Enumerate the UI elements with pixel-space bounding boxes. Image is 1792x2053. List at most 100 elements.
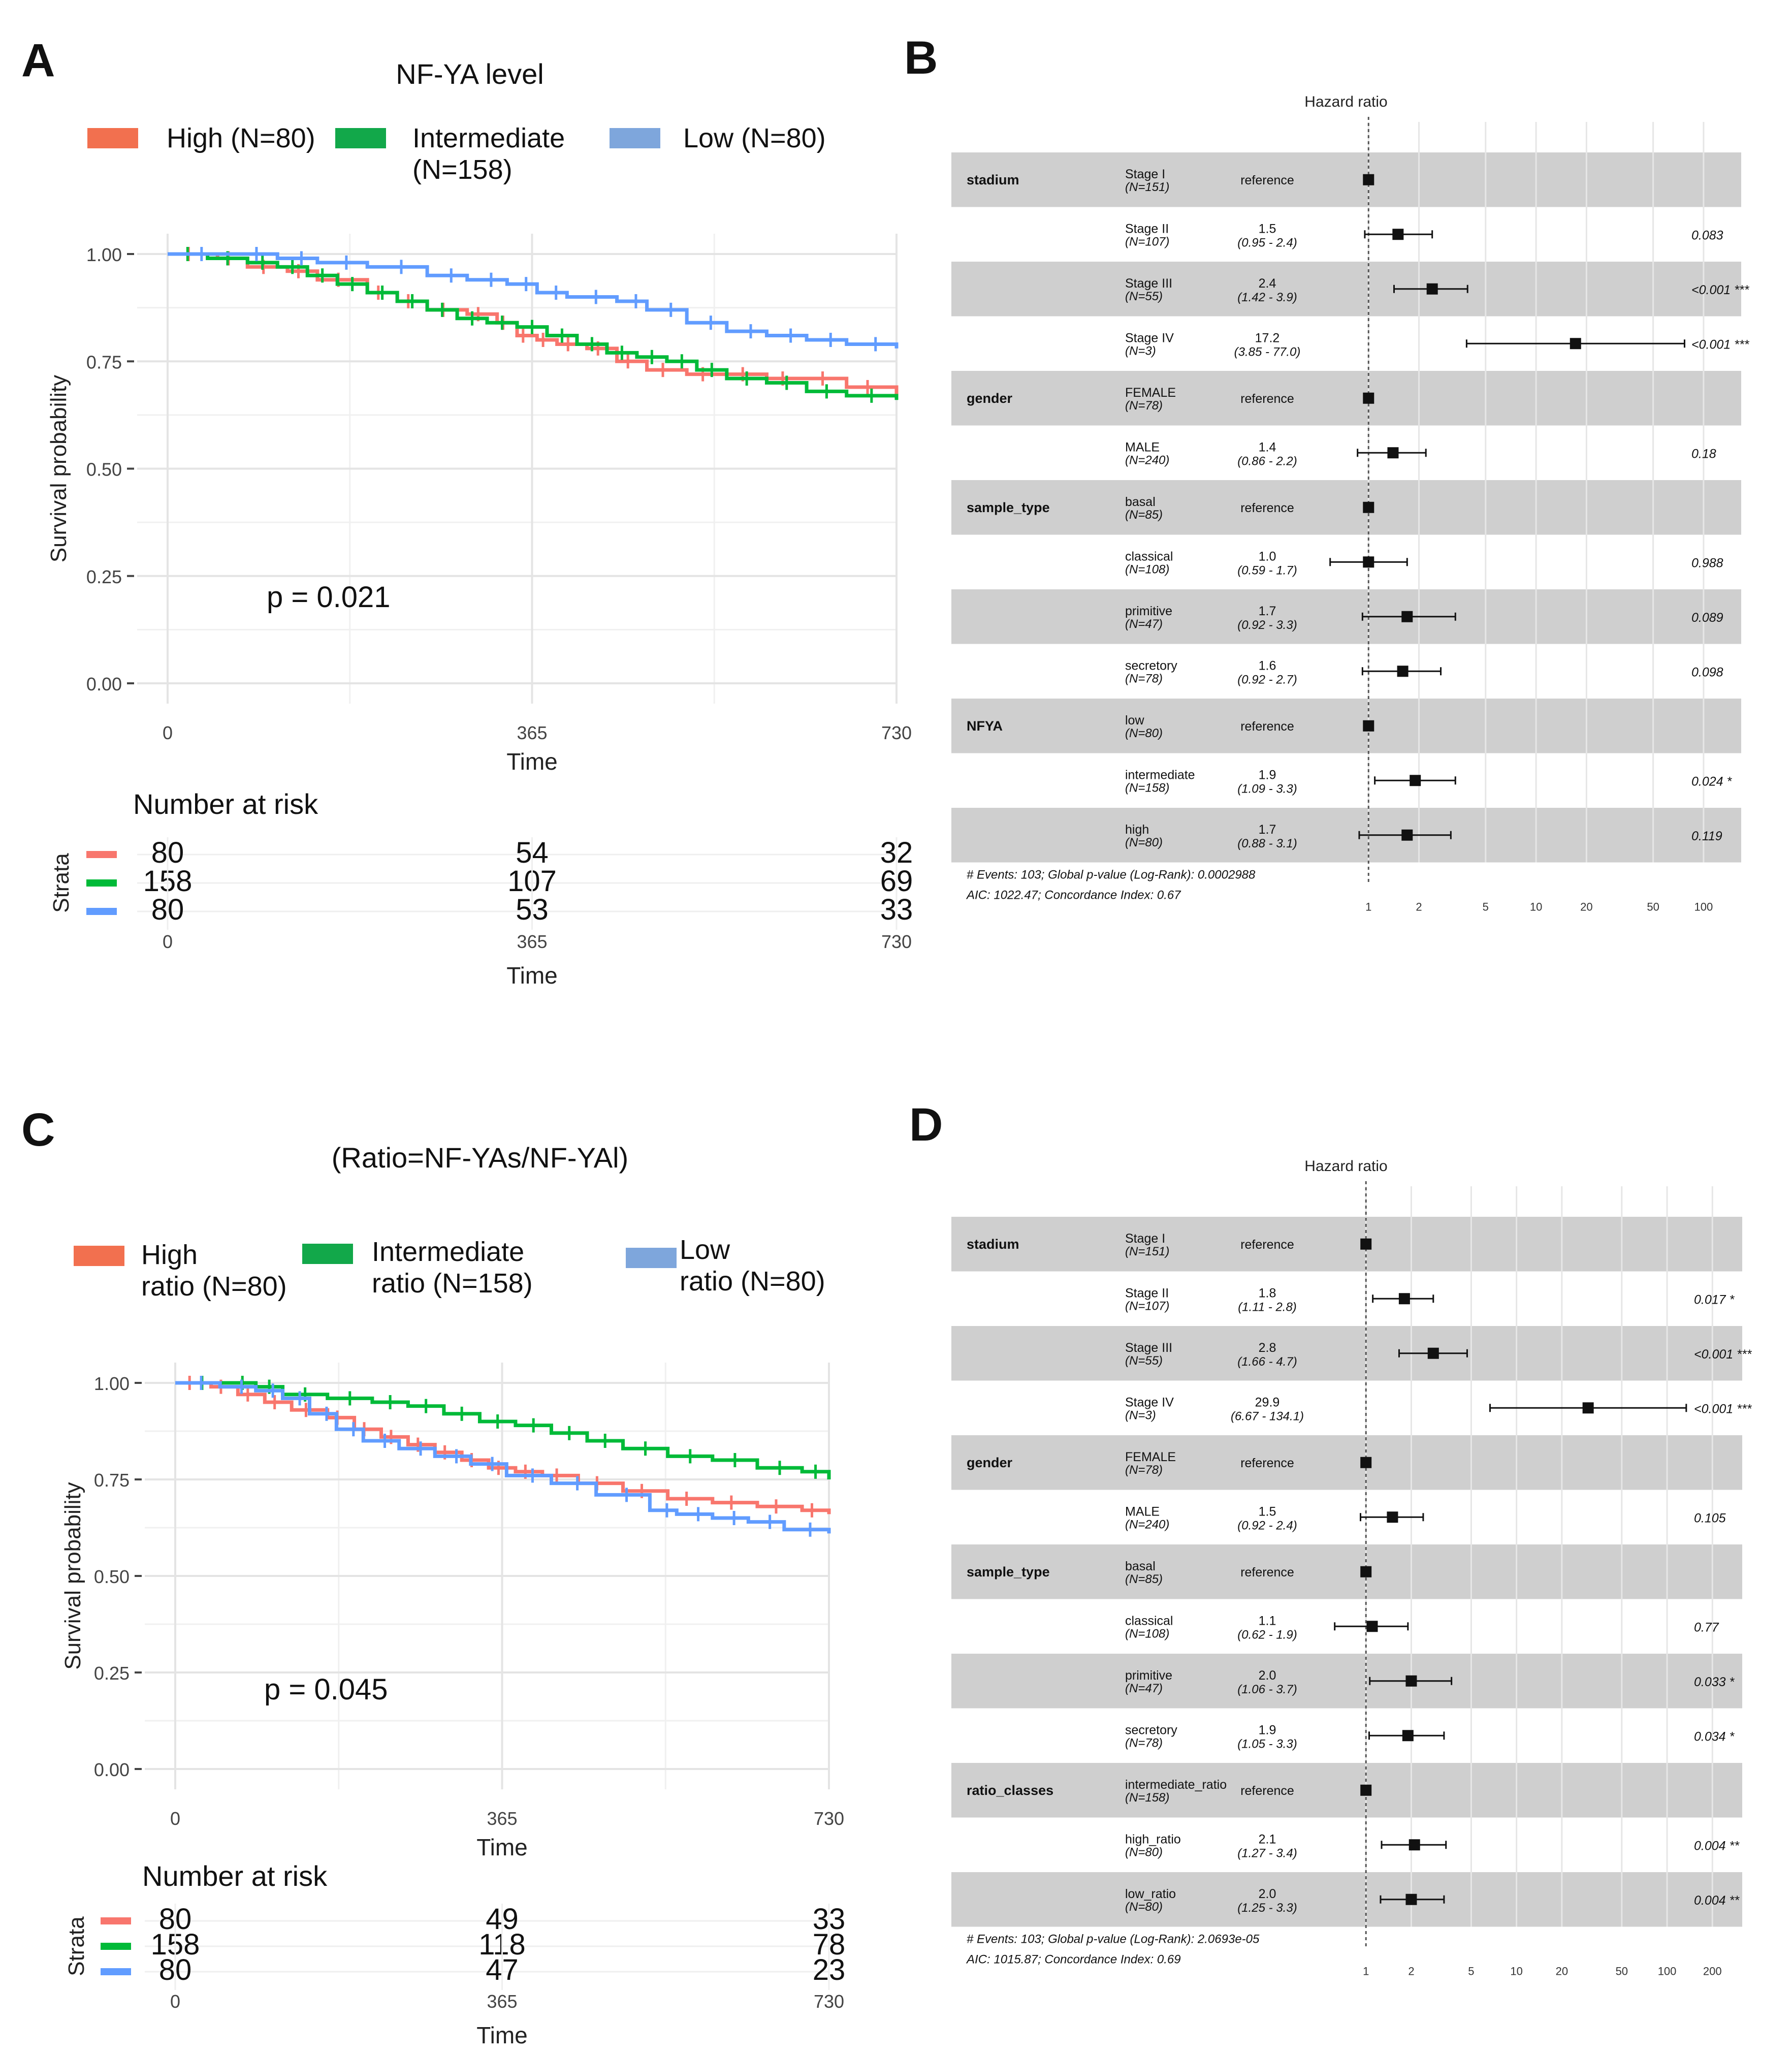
hr-point <box>1409 1839 1420 1851</box>
variable-name: sample_type <box>967 500 1050 515</box>
hr-point <box>1363 392 1374 404</box>
x-tick-label: 0 <box>163 722 173 743</box>
row-shade <box>951 371 1741 426</box>
forest-x-tick-label: 10 <box>1530 901 1542 913</box>
forest-x-tick-label: 1 <box>1363 1965 1369 1978</box>
legend-key <box>74 1246 124 1266</box>
hr-value: 2.0 <box>1259 1887 1276 1901</box>
y-tick-label: 0.25 <box>86 566 122 587</box>
variable-name: gender <box>967 391 1013 406</box>
level-count: (N=78) <box>1125 1463 1163 1477</box>
level-name: FEMALE <box>1125 386 1176 400</box>
variable-name: ratio_classes <box>967 1783 1053 1798</box>
legend-label: Intermediate <box>372 1237 524 1267</box>
hr-value: 2.1 <box>1259 1832 1276 1846</box>
forest-x-tick-label: 50 <box>1616 1965 1628 1978</box>
risk-x-tick-label: 0 <box>163 931 173 952</box>
risk-x-axis-label: Time <box>476 2022 528 2048</box>
forest-x-tick-label: 10 <box>1510 1965 1522 1978</box>
forest-footer: AIC: 1022.47; Concordance Index: 0.67 <box>966 889 1181 902</box>
level-count: (N=80) <box>1125 1900 1163 1914</box>
level-count: (N=47) <box>1125 617 1163 631</box>
hr-point <box>1363 174 1374 185</box>
hr-value: 2.4 <box>1259 276 1276 291</box>
hr-ci: (1.66 - 4.7) <box>1237 1355 1297 1369</box>
hr-point <box>1402 1730 1414 1742</box>
level-count: (N=151) <box>1125 1245 1169 1258</box>
hr-ci: (1.06 - 3.7) <box>1237 1683 1297 1696</box>
variable-name: gender <box>967 1455 1013 1470</box>
row-shade <box>951 480 1741 535</box>
level-name: intermediate <box>1125 768 1195 782</box>
hr-ci: (1.05 - 3.3) <box>1237 1737 1297 1751</box>
row-shade <box>951 808 1741 863</box>
p-value: 0.004 ** <box>1694 1893 1740 1908</box>
legend-label: ratio (N=80) <box>141 1271 287 1302</box>
level-count: (N=3) <box>1125 1408 1156 1422</box>
hr-value: 1.9 <box>1259 1723 1276 1737</box>
hr-value: 29.9 <box>1255 1395 1280 1409</box>
level-count: (N=55) <box>1125 290 1163 303</box>
p-value: 0.017 * <box>1694 1292 1735 1307</box>
hr-ci: (0.95 - 2.4) <box>1237 236 1297 249</box>
hr-value: 1.4 <box>1259 440 1276 454</box>
y-tick-label: 0.25 <box>94 1663 130 1684</box>
level-name: secretory <box>1125 658 1177 673</box>
level-count: (N=85) <box>1125 1572 1163 1586</box>
p-value: 0.089 <box>1691 611 1723 625</box>
y-axis-label: Survival probability <box>60 1482 85 1669</box>
p-value: 0.098 <box>1691 665 1723 679</box>
legend-label: Low (N=80) <box>683 123 826 153</box>
level-name: Stage III <box>1125 276 1172 291</box>
hr-value: 1.5 <box>1259 1504 1276 1519</box>
level-count: (N=47) <box>1125 1682 1163 1695</box>
hr-ci: (3.85 - 77.0) <box>1234 345 1301 359</box>
strata-label: Strata <box>64 1916 89 1976</box>
level-name: primitive <box>1125 604 1172 618</box>
hr-ci: (0.92 - 3.3) <box>1237 618 1297 632</box>
x-tick-label: 730 <box>814 1808 844 1829</box>
hr-point <box>1360 1238 1372 1250</box>
y-tick-label: 0.75 <box>94 1470 130 1491</box>
y-axis-label: Survival probability <box>46 375 71 562</box>
hr-reference: reference <box>1240 1565 1294 1580</box>
level-name: primitive <box>1125 1668 1172 1683</box>
hr-value: 17.2 <box>1255 331 1280 345</box>
hr-reference: reference <box>1240 719 1294 734</box>
hr-point <box>1427 1347 1439 1359</box>
hr-value: 1.9 <box>1259 768 1276 782</box>
level-count: (N=55) <box>1125 1354 1163 1368</box>
level-count: (N=158) <box>1125 781 1169 795</box>
hr-value: 1.1 <box>1259 1614 1276 1628</box>
hr-ci: (0.59 - 1.7) <box>1237 563 1297 577</box>
hr-point <box>1360 1784 1372 1796</box>
hr-ci: (1.42 - 3.9) <box>1237 291 1297 304</box>
level-count: (N=78) <box>1125 399 1163 413</box>
hr-ci: (0.86 - 2.2) <box>1237 454 1297 468</box>
y-tick-label: 0.00 <box>86 674 122 694</box>
variable-name: stadium <box>967 1237 1019 1252</box>
row-shade <box>951 1217 1742 1272</box>
p-value: 0.004 ** <box>1694 1839 1740 1853</box>
hr-reference: reference <box>1240 392 1294 406</box>
p-value: p = 0.045 <box>264 1673 388 1706</box>
level-name: Stage IV <box>1125 1395 1174 1409</box>
hr-point <box>1570 338 1581 350</box>
hr-ci: (0.92 - 2.4) <box>1237 1519 1297 1532</box>
level-count: (N=107) <box>1125 1299 1169 1313</box>
legend-key <box>610 128 660 148</box>
hr-reference: reference <box>1240 173 1294 187</box>
level-name: secretory <box>1125 1723 1177 1737</box>
legend-label: (N=158) <box>412 154 513 185</box>
level-name: basal <box>1125 495 1156 509</box>
hr-point <box>1360 1457 1372 1468</box>
p-value: 0.024 * <box>1691 774 1733 788</box>
p-value: 0.105 <box>1694 1511 1726 1525</box>
x-tick-label: 365 <box>487 1808 517 1829</box>
level-count: (N=78) <box>1125 1736 1163 1750</box>
y-tick-label: 0.00 <box>94 1759 130 1780</box>
hr-point <box>1426 283 1438 295</box>
level-name: low <box>1125 713 1144 728</box>
